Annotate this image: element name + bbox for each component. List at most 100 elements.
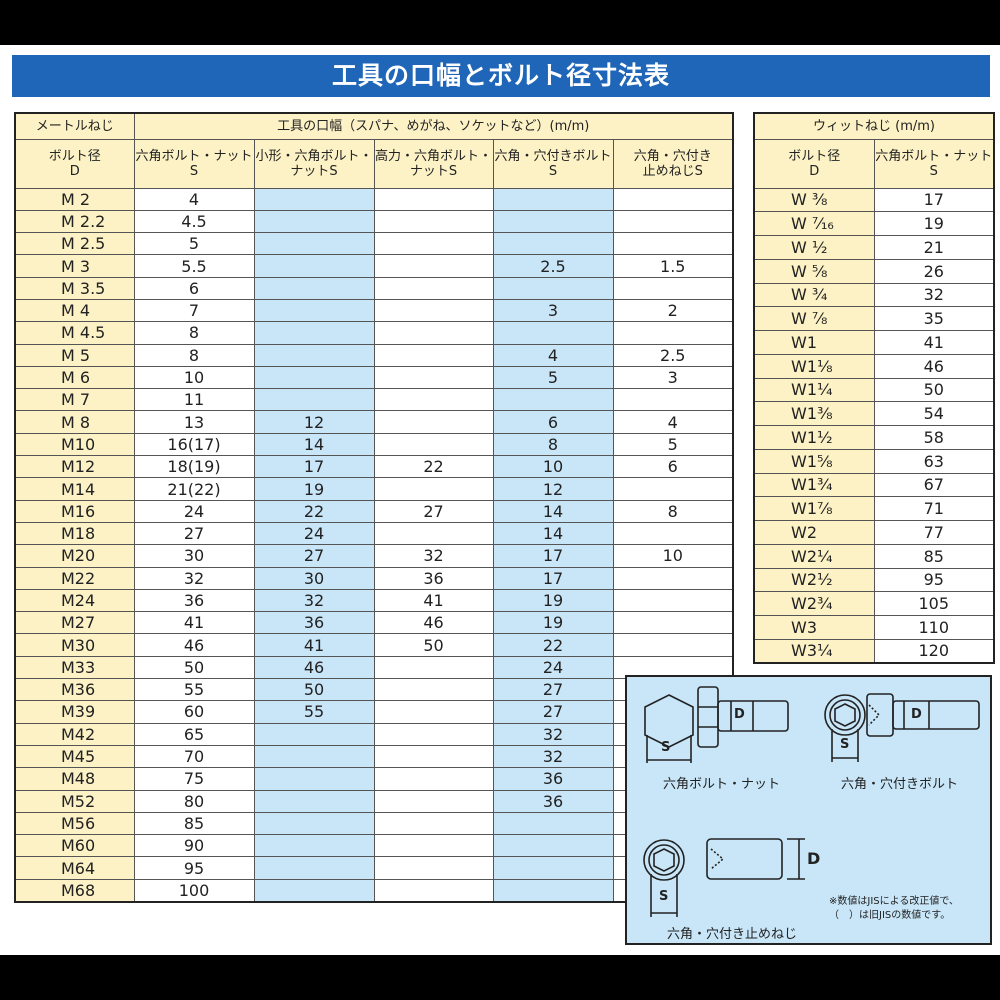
row-label: W1¹⁄₂ [753, 425, 875, 450]
table-row: W ⁷⁄₁₆ 19 [753, 211, 995, 236]
table-cell: 63 [873, 448, 995, 474]
table-cell [253, 811, 375, 836]
table-cell [612, 187, 734, 211]
table-cell: 32 [133, 566, 255, 590]
table-cell: 10 [133, 365, 255, 390]
table-cell: 24 [492, 655, 614, 680]
top-border [0, 0, 1000, 45]
table-row: W1¹⁄₂ 58 [753, 425, 995, 450]
row-label: M42 [14, 722, 135, 746]
table-cell [612, 321, 734, 345]
table-cell: 19 [253, 477, 375, 501]
row-label: M64 [14, 856, 135, 880]
table-row: M 6 10 5 3 [14, 365, 734, 390]
table-cell: 2.5 [492, 254, 614, 278]
row-label: M 6 [14, 365, 135, 390]
table-row: M 8 13 12 6 4 [14, 410, 734, 434]
table-cell: 22 [253, 499, 375, 523]
row-label: M 3 [14, 254, 135, 278]
row-label: W1³⁄₄ [753, 472, 875, 498]
header-row: ボルト径 D 六角ボルト・ナット S 小形・六角ボルト・ ナットS 高力・六角ボルト・… [14, 138, 734, 189]
row-label: W1¹⁄₈ [753, 353, 875, 379]
table-cell: 26 [873, 258, 995, 284]
table-cell: 8 [133, 343, 255, 367]
row-label: M22 [14, 566, 135, 590]
column-group-header: 工具の口幅（スパナ、めがね、ソケットなど）(m/m) [133, 112, 734, 140]
row-label: M 3.5 [14, 276, 135, 300]
row-label: M 4 [14, 298, 135, 323]
metric-table: メートルねじ 工具の口幅（スパナ、めがね、ソケットなど）(m/m) ボルト径 D 六角… [14, 112, 735, 903]
row-label: W2³⁄₄ [753, 591, 875, 616]
row-label: M27 [14, 611, 135, 635]
table-cell [373, 767, 494, 791]
table-cell [253, 298, 375, 323]
column-group-header: ウィットねじ (m/m) [753, 112, 995, 140]
table-cell: 32 [492, 744, 614, 769]
row-label: W1³⁄₈ [753, 401, 875, 426]
row-label: M10 [14, 432, 135, 457]
table-cell [253, 789, 375, 813]
table-row: W1 41 [753, 330, 995, 355]
table-cell: 30 [133, 544, 255, 568]
row-label: W ⁷⁄₁₆ [753, 211, 875, 236]
table-cell [253, 834, 375, 858]
table-cell [373, 477, 494, 501]
label-d: D [734, 707, 745, 722]
table-row: W1⁷⁄₈ 71 [753, 496, 995, 521]
row-label: W3 [753, 615, 875, 640]
table-cell [492, 811, 614, 836]
table-cell: 6 [492, 410, 614, 434]
table-cell: 70 [133, 744, 255, 769]
table-cell: 36 [253, 611, 375, 635]
set-screw-diagram [643, 838, 805, 917]
table-cell [612, 633, 734, 657]
table-row: M56 85 [14, 811, 734, 836]
footnote-line: （ ）は旧JISの数値です。 [829, 910, 951, 921]
row-label: W2¹⁄₂ [753, 567, 875, 593]
table-cell [373, 856, 494, 880]
column-header: 六角ボルト・ナット S [133, 138, 255, 189]
table-cell: 32 [253, 588, 375, 613]
table-cell [373, 187, 494, 211]
table-row: W ³⁄₈ 17 [753, 187, 995, 213]
table-cell [612, 521, 734, 546]
label-s: S [659, 889, 669, 904]
row-label: M 7 [14, 388, 135, 412]
table-cell: 60 [133, 700, 255, 724]
table-cell [253, 878, 375, 903]
table-row: M 3 5.5 2.5 1.5 [14, 254, 734, 278]
page-title: 工具の口幅とボルト径寸法表 [12, 55, 990, 97]
row-label: M 2.2 [14, 209, 135, 234]
table-cell: 32 [373, 544, 494, 568]
table-cell: 11 [133, 388, 255, 412]
header-row: ボルト径 D 六角ボルト・ナット S [753, 138, 995, 189]
table-row: M30 46 41 50 22 [14, 633, 734, 657]
table-cell [253, 232, 375, 256]
table-row: M20 30 27 32 17 10 [14, 544, 734, 568]
table-cell: 36 [492, 767, 614, 791]
row-label: M33 [14, 655, 135, 680]
table-row: W1¹⁄₄ 50 [753, 377, 995, 403]
table-row: W ⁵⁄₈ 26 [753, 258, 995, 284]
table-cell: 7 [133, 298, 255, 323]
table-cell: 77 [873, 520, 995, 545]
table-cell: 65 [133, 722, 255, 746]
table-cell: 10 [492, 455, 614, 479]
table-cell: 46 [133, 633, 255, 657]
row-label: W2¹⁄₄ [753, 543, 875, 569]
table-cell: 27 [133, 521, 255, 546]
table-cell: 8 [133, 321, 255, 345]
row-label: M30 [14, 633, 135, 657]
table-cell [253, 767, 375, 791]
table-cell [373, 678, 494, 702]
table-cell: 27 [492, 678, 614, 702]
column-header: 六角・穴付き 止めねじS [612, 138, 734, 189]
table-cell [612, 588, 734, 613]
table-cell [492, 856, 614, 880]
table-cell [373, 722, 494, 746]
table-cell: 50 [253, 678, 375, 702]
table-cell [253, 321, 375, 345]
table-cell: 35 [873, 306, 995, 331]
table-cell: 14 [253, 432, 375, 457]
table-cell: 95 [873, 567, 995, 593]
